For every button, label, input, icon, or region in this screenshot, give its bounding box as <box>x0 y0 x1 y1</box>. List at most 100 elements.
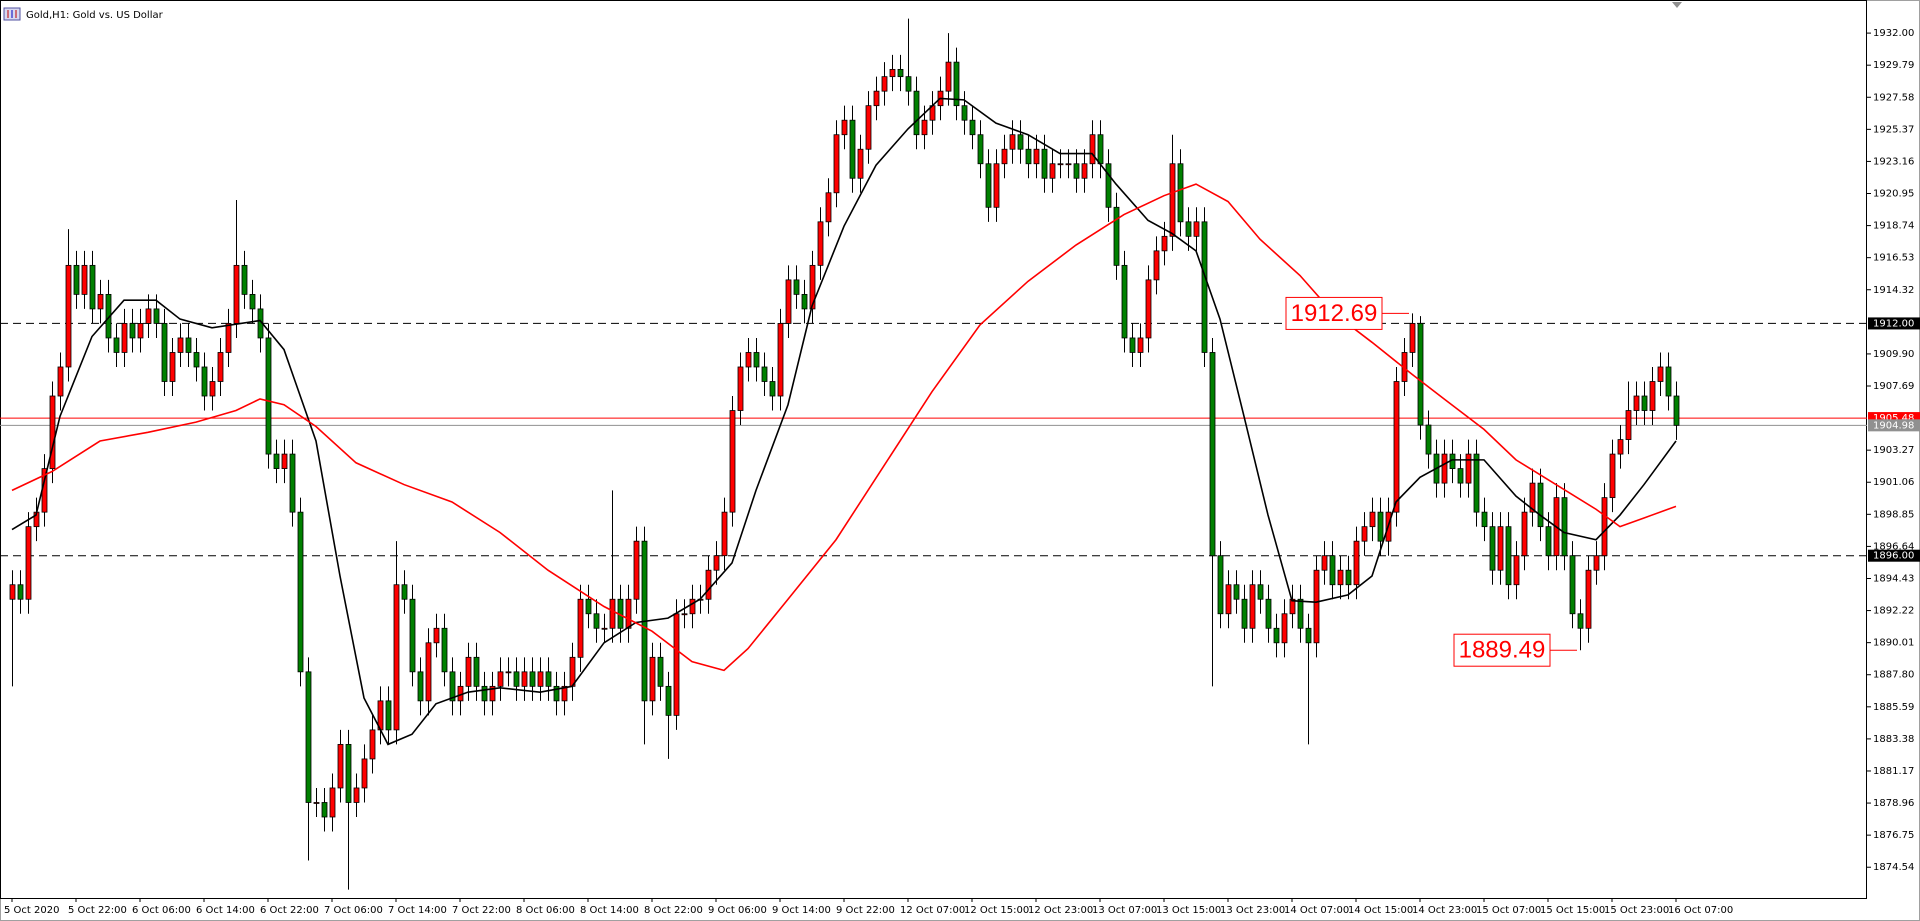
candle-body <box>1337 569 1344 586</box>
candle-body <box>841 119 848 136</box>
candle-body <box>249 293 256 310</box>
candle-body <box>977 134 984 165</box>
candle-body <box>905 76 912 92</box>
candle-body <box>961 105 968 121</box>
candle-body <box>1313 569 1320 644</box>
candle-body <box>1209 352 1216 557</box>
candle-body <box>993 163 1000 208</box>
x-tick-label: 9 Oct 14:00 <box>772 905 831 916</box>
candle-body <box>449 671 456 702</box>
candle-body <box>169 352 176 382</box>
candle-body <box>153 308 160 324</box>
candle-body <box>185 337 192 353</box>
candle-body <box>1521 511 1528 557</box>
candle-body <box>1641 395 1648 411</box>
candle-body <box>417 671 424 702</box>
candle-body <box>1657 366 1664 382</box>
candle-body <box>1033 148 1040 165</box>
candle-body <box>1417 323 1424 426</box>
x-tick-label: 12 Oct 15:00 <box>964 905 1029 916</box>
candle-body <box>409 598 416 673</box>
candle-body <box>873 90 880 107</box>
candle-body <box>1169 163 1176 237</box>
candle-body <box>1009 134 1016 150</box>
candle-body <box>585 598 592 615</box>
candle-body <box>1505 526 1512 586</box>
annotation-box <box>1285 296 1383 330</box>
candle-body <box>1025 148 1032 165</box>
candle-body <box>1257 584 1264 600</box>
candle-body <box>385 700 392 731</box>
symbol-icon <box>3 7 21 21</box>
candle-body <box>625 598 632 629</box>
candle-body <box>1233 584 1240 600</box>
candle-body <box>129 323 136 339</box>
y-tick-label: 1916.53 <box>1873 253 1914 264</box>
candle-body <box>1249 584 1256 629</box>
candle-body <box>193 352 200 368</box>
candle-body <box>281 453 288 469</box>
candle-body <box>1609 453 1616 499</box>
candle-body <box>1529 482 1536 513</box>
candle-body <box>553 685 560 702</box>
candle-body <box>1545 526 1552 557</box>
candle-body <box>1273 627 1280 644</box>
candle-body <box>1481 511 1488 528</box>
candle-body <box>857 148 864 179</box>
x-tick-label: 14 Oct 07:00 <box>1284 905 1349 916</box>
candle-body <box>1089 134 1096 165</box>
candle-body <box>1369 511 1376 528</box>
candle-body <box>1017 134 1024 150</box>
candle-body <box>1041 148 1048 179</box>
candle-body <box>1129 337 1136 353</box>
x-tick-label: 13 Oct 07:00 <box>1092 905 1157 916</box>
candle-body <box>1177 163 1184 223</box>
candle-body <box>1377 511 1384 542</box>
level-label: 1912.00 <box>1873 318 1914 329</box>
x-tick-label: 8 Oct 14:00 <box>580 905 639 916</box>
candle-body <box>1649 381 1656 411</box>
candle-body <box>1057 163 1064 166</box>
candle-body <box>473 656 480 687</box>
x-tick-label: 9 Oct 06:00 <box>708 905 767 916</box>
x-tick-label: 15 Oct 23:00 <box>1604 905 1669 916</box>
candle-body <box>593 613 600 629</box>
candle-body <box>1073 163 1080 179</box>
candle-body <box>497 671 504 687</box>
annotation-label: 1889.49 <box>1459 637 1546 664</box>
candle-body <box>1353 540 1360 586</box>
y-tick-label: 1874.54 <box>1873 862 1914 873</box>
y-tick-label: 1890.01 <box>1873 638 1914 649</box>
candle-body <box>369 729 376 760</box>
shift-marker <box>1672 2 1682 8</box>
candle-body <box>673 613 680 716</box>
candle-body <box>321 802 328 818</box>
candle-body <box>65 264 72 368</box>
candle-body <box>1561 497 1568 557</box>
y-tick-label: 1909.90 <box>1873 349 1914 360</box>
candle-body <box>1217 555 1224 615</box>
x-tick-label: 16 Oct 07:00 <box>1668 905 1733 916</box>
candle-body <box>737 366 744 411</box>
y-tick-label: 1881.17 <box>1873 766 1914 777</box>
level-label: 1904.98 <box>1873 420 1914 431</box>
candle-body <box>177 337 184 353</box>
candle-body <box>1441 453 1448 484</box>
x-tick-label: 8 Oct 06:00 <box>516 905 575 916</box>
candle-body <box>305 671 312 803</box>
candle-body <box>161 323 168 382</box>
candle-body <box>865 105 872 150</box>
candle-body <box>521 671 528 687</box>
x-tick-label: 13 Oct 23:00 <box>1220 905 1285 916</box>
average-line <box>11 97 1677 746</box>
candle-body <box>1345 569 1352 586</box>
y-tick-label: 1885.59 <box>1873 702 1914 713</box>
candle-body <box>1329 555 1336 586</box>
candle-body <box>489 685 496 702</box>
candle-body <box>241 264 248 295</box>
candle-body <box>721 511 728 557</box>
candle-body <box>425 642 432 702</box>
candle-body <box>201 366 208 397</box>
